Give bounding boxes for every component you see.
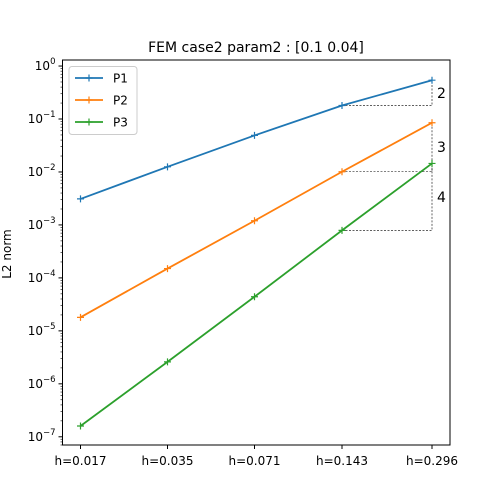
y-tick-label: 10−6: [28, 375, 56, 391]
slope-label: 2: [437, 86, 446, 102]
x-tick-label: h=0.017: [54, 454, 106, 468]
data-point-marker: [428, 76, 436, 84]
data-point-marker: [338, 226, 346, 234]
data-point-marker: [251, 293, 258, 301]
legend-label: P2: [113, 94, 128, 108]
x-tick-label: h=0.143: [316, 454, 368, 468]
data-point-marker: [338, 168, 346, 176]
slope-label: 4: [437, 190, 446, 206]
data-point-marker: [77, 313, 84, 321]
slope-label: 3: [437, 140, 446, 156]
y-axis-ticks: 10−7 10−6 10−5 10−4 10−3 10−2 10−1 100: [28, 57, 63, 446]
series-line-p3: [79, 162, 433, 427]
legend: P1 P2 P3: [68, 66, 138, 135]
series-line-p2: [80, 121, 433, 319]
legend-label: P1: [113, 72, 128, 86]
data-point-marker: [338, 101, 346, 109]
data-point-marker: [428, 159, 436, 167]
x-tick-label: h=0.035: [141, 454, 193, 468]
series-group: [77, 76, 436, 430]
chart-title: FEM case2 param2 : [0.1 0.04]: [148, 40, 364, 56]
data-point-marker: [164, 265, 171, 273]
legend-label: P3: [113, 116, 128, 130]
x-tick-label: h=0.296: [406, 454, 458, 468]
y-tick-label: 10−2: [28, 163, 56, 179]
slope-triangle: [342, 80, 433, 106]
y-tick-label: 100: [35, 57, 56, 73]
y-tick-label: 10−7: [28, 428, 56, 444]
slope-triangle: [342, 163, 433, 231]
y-tick-label: 10−5: [28, 322, 56, 338]
legend-marker: [85, 74, 93, 82]
y-tick-label: 10−3: [28, 216, 56, 232]
y-axis-label: L2 norm: [0, 229, 14, 279]
y-tick-label: 10−4: [28, 269, 56, 285]
data-point-marker: [164, 163, 171, 171]
data-point-marker: [428, 119, 436, 127]
y-tick-label: 10−1: [28, 110, 56, 126]
data-point-marker: [164, 358, 171, 366]
slope-triangle: [342, 122, 433, 173]
data-point-marker: [77, 422, 84, 430]
legend-marker: [85, 96, 93, 104]
x-axis-ticks: h=0.017 h=0.035 h=0.071 h=0.143 h=0.296: [54, 445, 458, 468]
slope-annotations: 2 3 4: [341, 79, 446, 231]
x-tick-label: h=0.071: [228, 454, 280, 468]
data-point-marker: [251, 131, 258, 139]
data-point-marker: [77, 195, 84, 203]
legend-marker: [85, 118, 93, 126]
data-point-marker: [251, 217, 258, 225]
